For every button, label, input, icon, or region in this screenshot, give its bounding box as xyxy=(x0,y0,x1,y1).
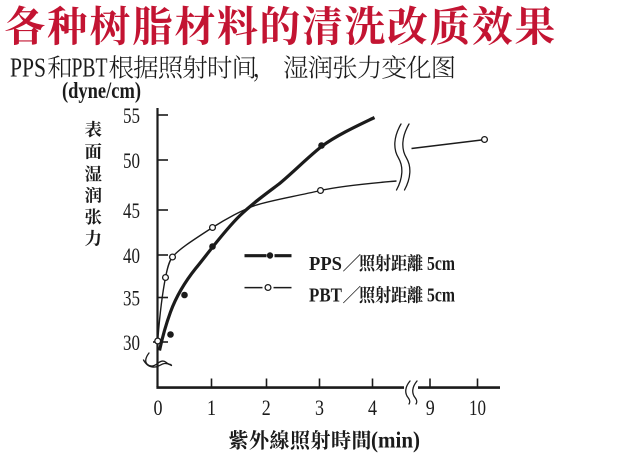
svg-text:5cm: 5cm xyxy=(427,285,455,307)
svg-text:10: 10 xyxy=(469,395,486,420)
svg-text:45: 45 xyxy=(123,198,140,223)
svg-text:4: 4 xyxy=(368,395,377,420)
svg-text:1: 1 xyxy=(207,395,216,420)
svg-text:(dyne/cm): (dyne/cm) xyxy=(62,78,141,103)
svg-text:2: 2 xyxy=(262,395,271,420)
svg-text:5cm: 5cm xyxy=(427,253,455,275)
svg-text:PPS: PPS xyxy=(309,253,342,275)
svg-text:9: 9 xyxy=(426,395,435,420)
svg-text:40: 40 xyxy=(123,243,140,268)
svg-text:55: 55 xyxy=(123,103,140,128)
svg-text:50: 50 xyxy=(123,148,140,173)
svg-text:35: 35 xyxy=(123,286,140,311)
svg-text:PBT: PBT xyxy=(309,285,343,307)
svg-text:3: 3 xyxy=(315,395,324,420)
svg-text:(min): (min) xyxy=(371,428,420,453)
svg-text:PPS: PPS xyxy=(10,53,46,83)
svg-text:30: 30 xyxy=(123,330,140,355)
svg-text:0: 0 xyxy=(154,395,163,420)
svg-text:PBT: PBT xyxy=(72,53,108,83)
